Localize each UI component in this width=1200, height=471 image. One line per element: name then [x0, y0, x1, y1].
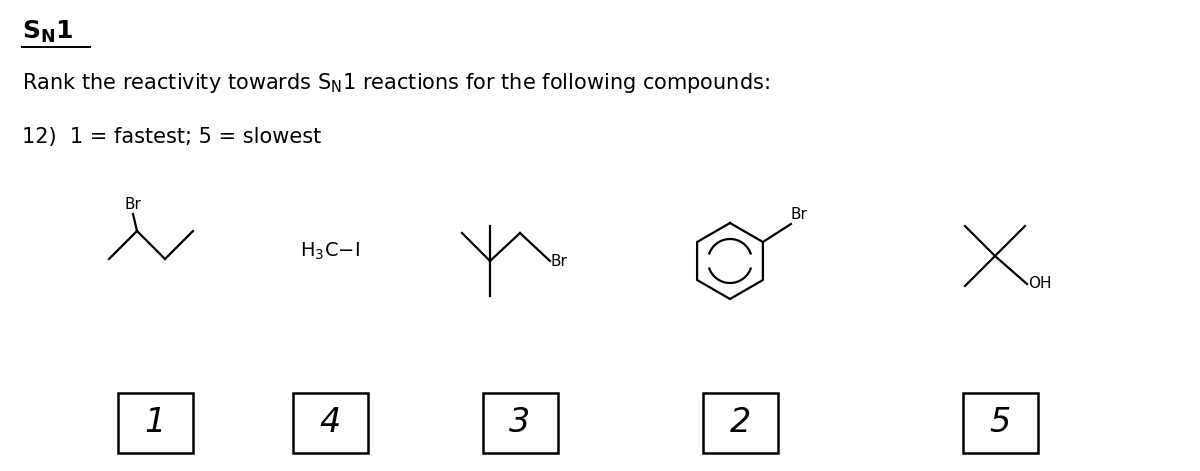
Text: H$_3$C$-$I: H$_3$C$-$I [300, 240, 360, 262]
Bar [293, 393, 367, 453]
Bar [482, 393, 558, 453]
Text: Br: Br [125, 197, 142, 212]
Text: 2: 2 [730, 406, 751, 439]
Text: $\mathregular{S_{N}1}$: $\mathregular{S_{N}1}$ [22, 19, 73, 45]
Text: 4: 4 [319, 406, 341, 439]
Text: Br: Br [791, 207, 808, 222]
Text: 5: 5 [989, 406, 1010, 439]
Text: 1: 1 [144, 406, 166, 439]
Bar [962, 393, 1038, 453]
Text: Br: Br [550, 253, 566, 268]
Text: 12)  1 = fastest; 5 = slowest: 12) 1 = fastest; 5 = slowest [22, 127, 322, 147]
Text: Rank the reactivity towards $\mathregular{S_{N}1}$ reactions for the following c: Rank the reactivity towards $\mathregula… [22, 71, 770, 95]
Text: OH: OH [1028, 276, 1051, 292]
Text: 3: 3 [509, 406, 530, 439]
Bar [702, 393, 778, 453]
Bar [118, 393, 192, 453]
